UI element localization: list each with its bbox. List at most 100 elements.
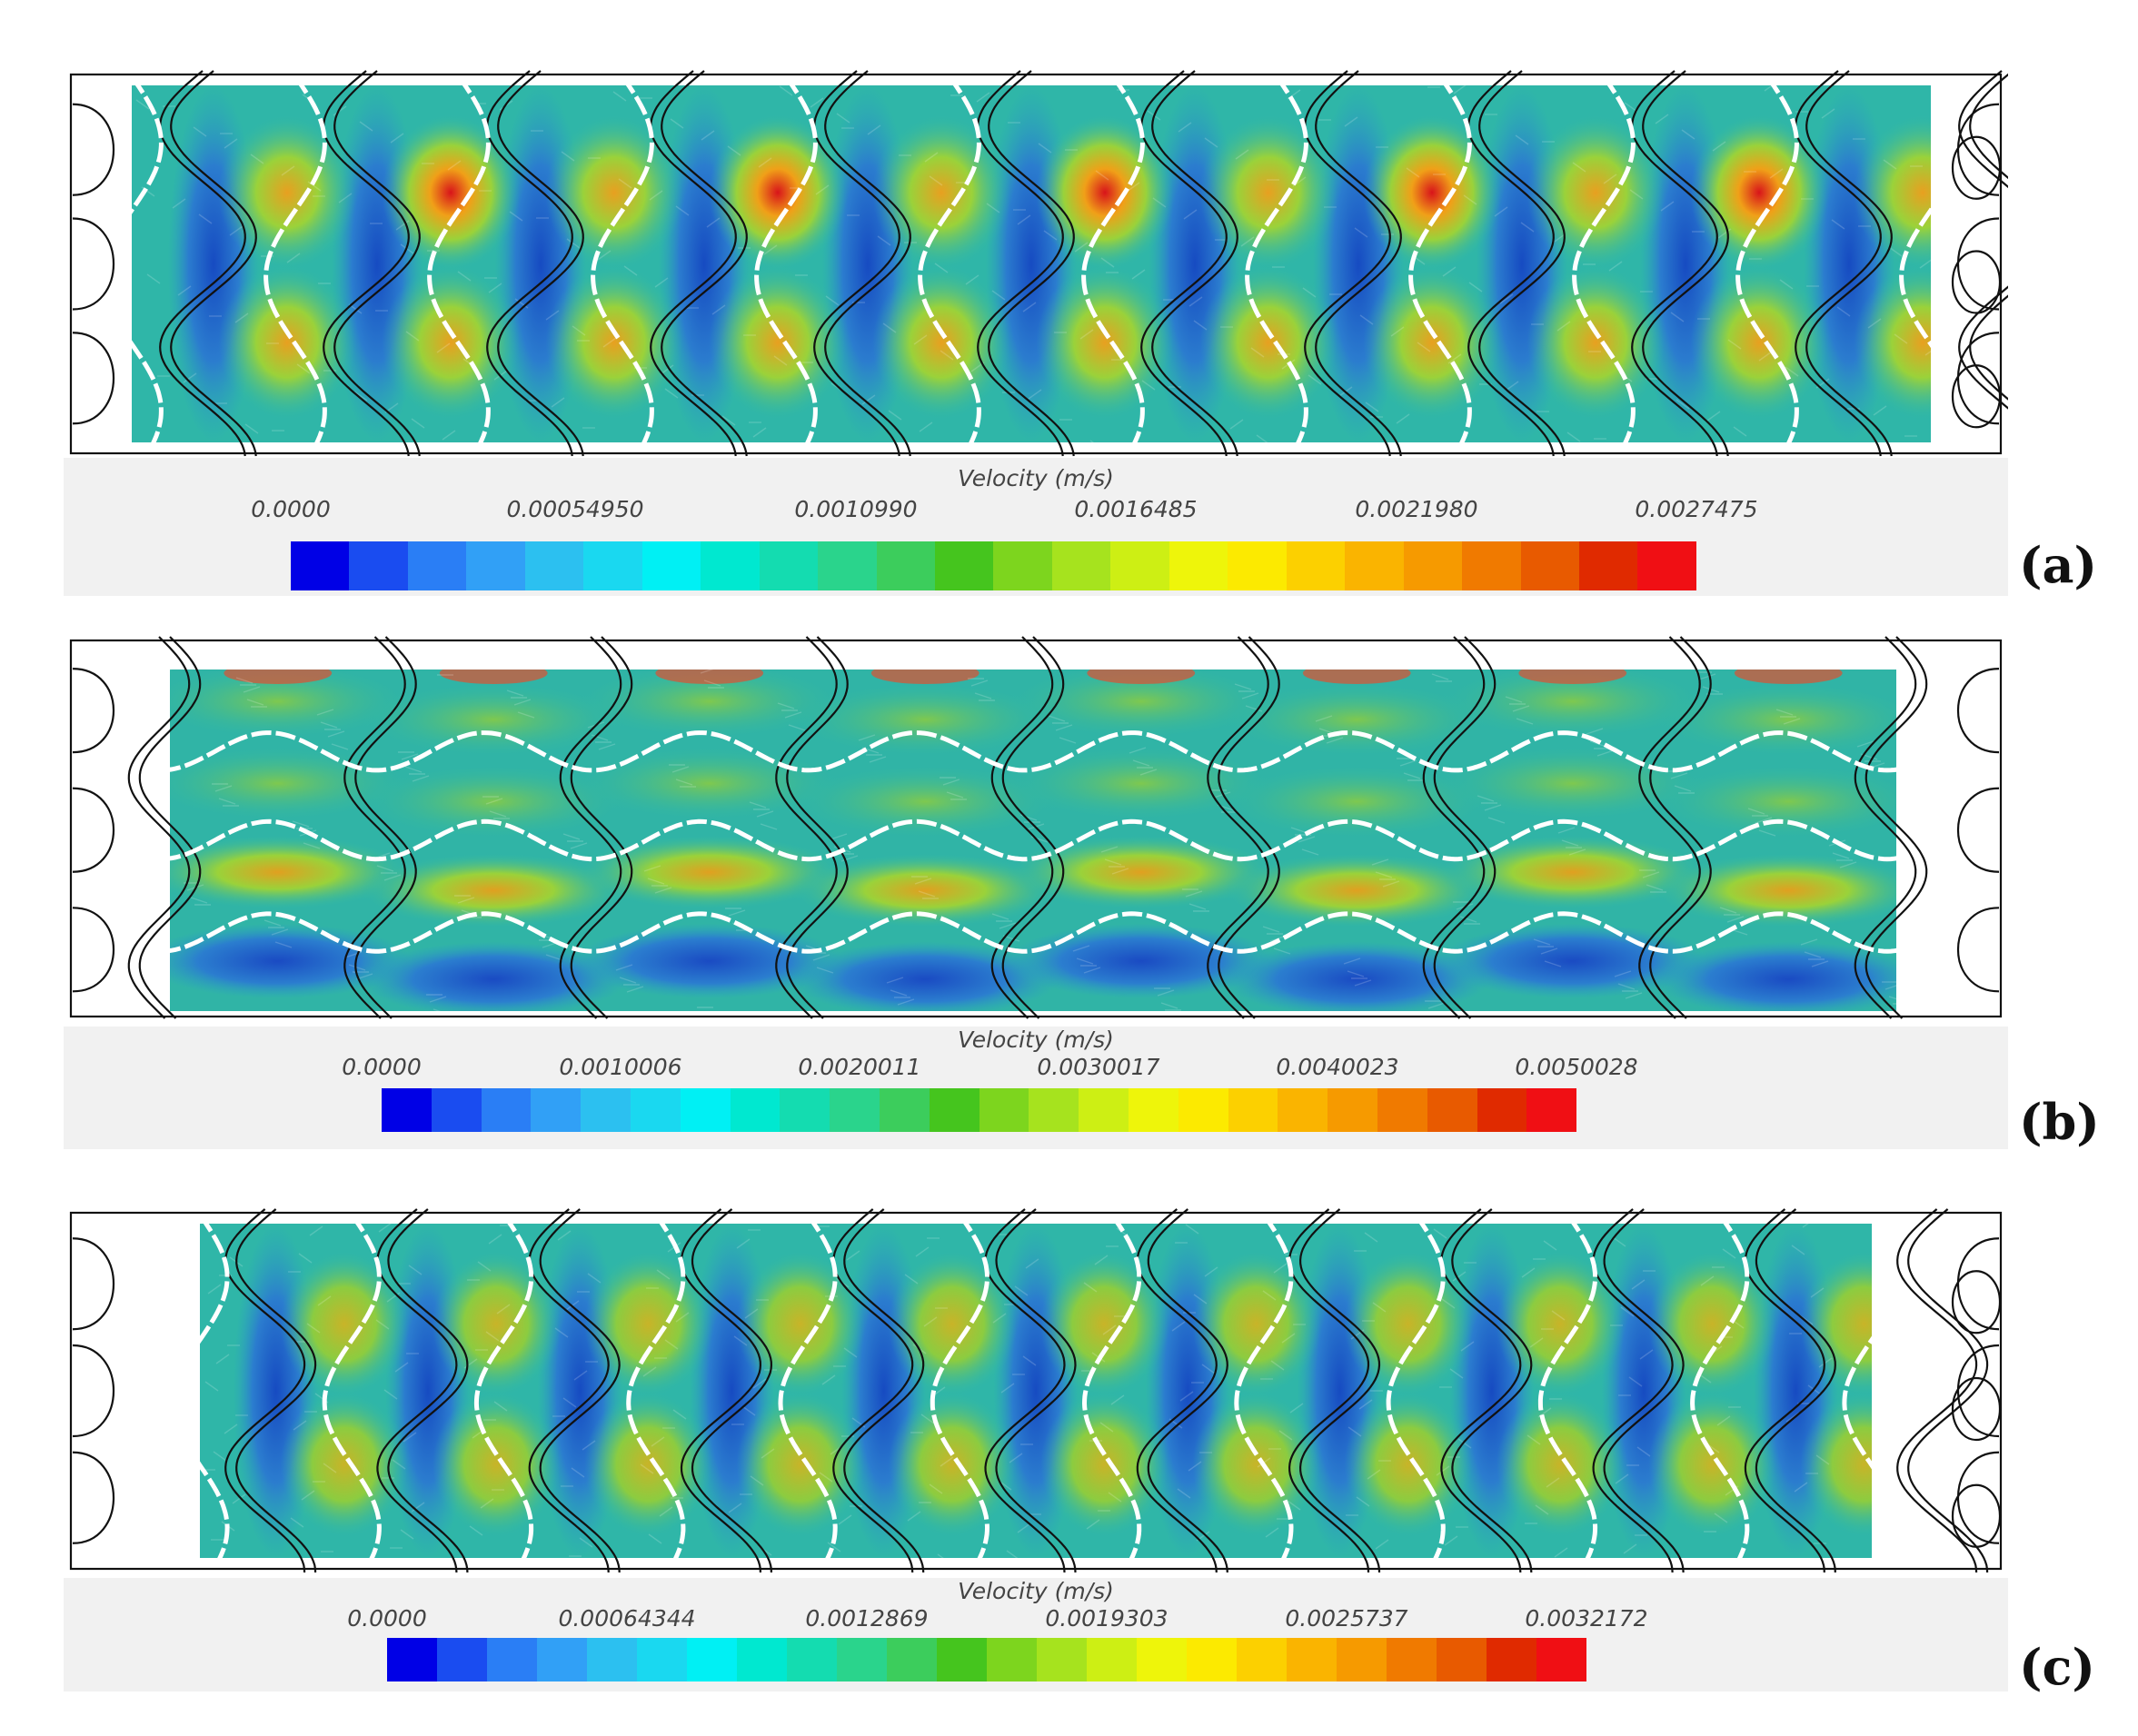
colorbar-segment: [487, 1638, 537, 1681]
colorbar-segment: [531, 1088, 582, 1132]
colorbar-segment: [641, 541, 701, 590]
colorbar-c: Velocity (m/s) 0.0000 0.00064344 0.00128…: [64, 1578, 2008, 1691]
colorbar-segment: [466, 541, 525, 590]
tick-label: 0.0021980: [1355, 496, 1478, 522]
colorbar-segment: [437, 1638, 487, 1681]
colorbar-segment: [481, 1088, 532, 1132]
colorbar-segment: [1536, 1638, 1586, 1681]
colorbar-segment: [680, 1088, 731, 1132]
flow-field-c: [64, 1178, 2008, 1578]
colorbar-segment: [687, 1638, 737, 1681]
colorbar-segment: [1037, 1638, 1087, 1681]
colorbar-segment: [1337, 1638, 1387, 1681]
colorbar-segment: [1520, 541, 1579, 590]
colorbar-segment: [987, 1638, 1037, 1681]
colorbar-segment: [1387, 1638, 1437, 1681]
tick-label: 0.0010990: [794, 496, 918, 522]
colorbar-segment: [879, 1088, 930, 1132]
colorbar-segment: [1278, 1088, 1328, 1132]
tick-label: 0.0000: [347, 1605, 427, 1632]
colorbar-segment: [587, 1638, 637, 1681]
panel-label-a: (a): [2019, 536, 2098, 594]
colorbar-gradient-a: [291, 541, 1696, 590]
colorbar-segment: [701, 541, 760, 590]
colorbar-segment: [1286, 541, 1346, 590]
colorbar-segment: [291, 541, 350, 590]
legend-title-a: Velocity (m/s): [958, 465, 1114, 491]
colorbar-segment: [730, 1088, 781, 1132]
colorbar-segment: [382, 1088, 432, 1132]
colorbar-segment: [1187, 1638, 1237, 1681]
colorbar-segment: [630, 1088, 681, 1132]
tick-label: 0.0040023: [1276, 1054, 1399, 1080]
tick-label: 0.0050028: [1515, 1054, 1638, 1080]
tick-label: 0.0025737: [1285, 1605, 1408, 1632]
tick-label: 0.00064344: [558, 1605, 696, 1632]
colorbar-segment: [1345, 541, 1404, 590]
colorbar-segment: [1377, 1088, 1427, 1132]
colorbar-segment: [780, 1088, 830, 1132]
colorbar-segment: [934, 541, 994, 590]
colorbar-segment: [1137, 1638, 1187, 1681]
colorbar-segment: [737, 1638, 787, 1681]
colorbar-segment: [887, 1638, 937, 1681]
flow-field-b: [64, 630, 2008, 1027]
colorbar-segment: [787, 1638, 837, 1681]
colorbar-segment: [818, 541, 877, 590]
colorbar-segment: [1237, 1638, 1287, 1681]
colorbar-segment: [1637, 541, 1696, 590]
tick-label: 0.0012869: [805, 1605, 929, 1632]
colorbar-segment: [349, 541, 408, 590]
tick-label: 0.0000: [342, 1054, 422, 1080]
legend-title-b: Velocity (m/s): [958, 1027, 1114, 1053]
panel-a: Velocity (m/s) 0.0000 0.00054950 0.00109…: [64, 56, 2008, 596]
tick-label: 0.0030017: [1037, 1054, 1160, 1080]
colorbar-a: Velocity (m/s) 0.0000 0.00054950 0.00109…: [64, 458, 2008, 596]
colorbar-segment: [979, 1088, 1029, 1132]
tick-label: 0.0027475: [1635, 496, 1758, 522]
tick-label: 0.0000: [251, 496, 331, 522]
tick-row-a: 0.0000 0.00054950 0.0010990 0.0016485 0.…: [64, 496, 2008, 523]
colorbar-segment: [837, 1638, 887, 1681]
colorbar-segment: [431, 1088, 482, 1132]
colorbar-segment: [929, 1088, 980, 1132]
panel-b: Velocity (m/s) 0.0000 0.0010006 0.002001…: [64, 630, 2008, 1149]
colorbar-segment: [1029, 1088, 1079, 1132]
colorbar-segment: [581, 1088, 631, 1132]
colorbar-segment: [1477, 1088, 1527, 1132]
panel-label-b: (b): [2019, 1093, 2100, 1151]
tick-label: 0.0020011: [798, 1054, 921, 1080]
colorbar-segment: [1228, 541, 1287, 590]
panel-c: Velocity (m/s) 0.0000 0.00064344 0.00128…: [64, 1178, 2008, 1691]
colorbar-segment: [1578, 541, 1638, 590]
legend-title-c: Velocity (m/s): [958, 1578, 1114, 1604]
colorbar-segment: [1178, 1088, 1228, 1132]
colorbar-segment: [1287, 1638, 1337, 1681]
colorbar-segment: [937, 1638, 987, 1681]
tick-row-c: 0.0000 0.00064344 0.0012869 0.0019303 0.…: [64, 1605, 2008, 1632]
colorbar-segment: [1228, 1088, 1278, 1132]
colorbar-segment: [1462, 541, 1521, 590]
panel-label-c: (c): [2019, 1638, 2095, 1696]
colorbar-segment: [1437, 1638, 1487, 1681]
colorbar-segment: [387, 1638, 437, 1681]
tick-label: 0.0032172: [1525, 1605, 1648, 1632]
colorbar-segment: [993, 541, 1052, 590]
colorbar-segment: [407, 541, 467, 590]
colorbar-segment: [583, 541, 642, 590]
colorbar-gradient-c: [387, 1638, 1586, 1681]
tick-label: 0.0010006: [559, 1054, 682, 1080]
colorbar-gradient-b: [382, 1088, 1577, 1132]
tick-label: 0.0019303: [1045, 1605, 1168, 1632]
colorbar-segment: [1328, 1088, 1377, 1132]
colorbar-segment: [524, 541, 584, 590]
colorbar-segment: [759, 541, 819, 590]
colorbar-segment: [537, 1638, 587, 1681]
tick-label: 0.00054950: [506, 496, 644, 522]
colorbar-segment: [1128, 1088, 1178, 1132]
colorbar-segment: [1487, 1638, 1536, 1681]
colorbar-segment: [1087, 1638, 1137, 1681]
colorbar-b: Velocity (m/s) 0.0000 0.0010006 0.002001…: [64, 1027, 2008, 1149]
tick-row-b: 0.0000 0.0010006 0.0020011 0.0030017 0.0…: [64, 1054, 2008, 1081]
flow-field-a: [64, 56, 2008, 458]
